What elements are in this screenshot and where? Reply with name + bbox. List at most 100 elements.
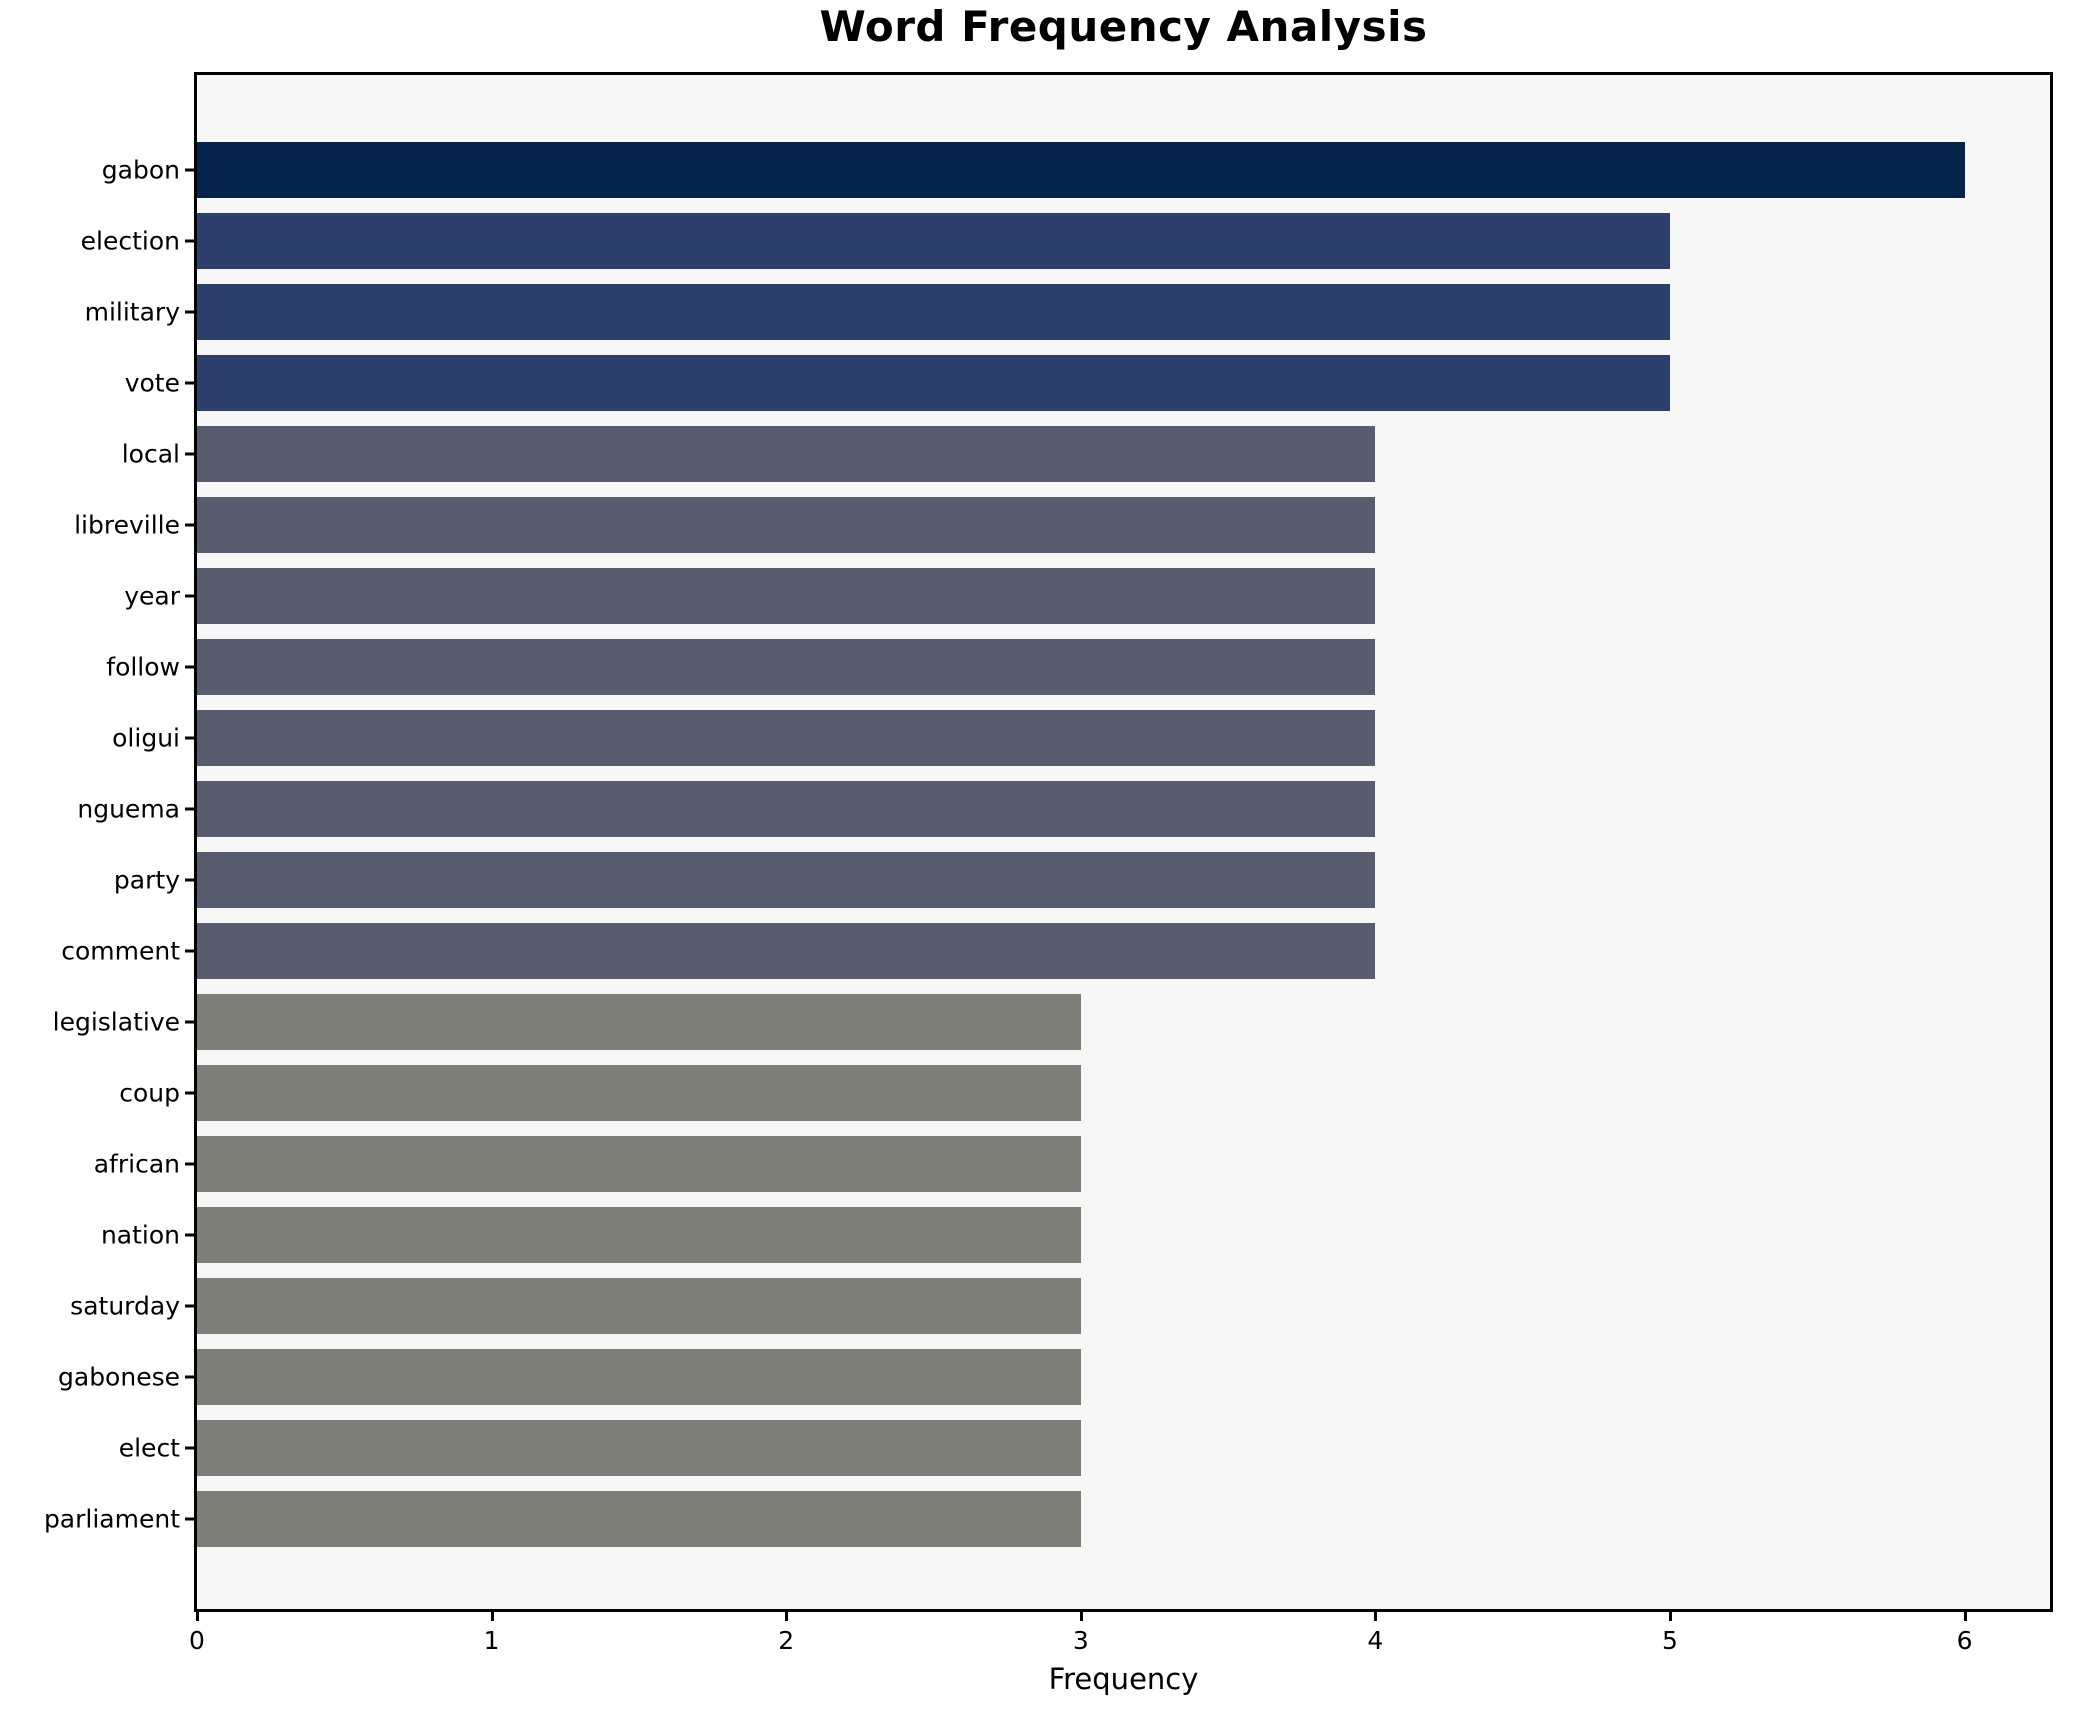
y-tick-label: parliament — [43, 1504, 180, 1534]
x-axis: 0 1 2 3 4 5 6 — [189, 1612, 2050, 1662]
y-tick-mark — [185, 1517, 194, 1521]
bar — [197, 851, 1376, 908]
bar — [197, 567, 1376, 624]
y-tick-mark — [185, 1446, 194, 1450]
y-tick-label: oligui — [112, 723, 180, 753]
y-tick-mark — [185, 168, 194, 172]
bar-row: vote — [125, 347, 2050, 418]
y-tick-mark — [185, 452, 194, 456]
x-tick-mark — [1963, 1612, 1967, 1621]
bar — [197, 141, 1965, 198]
bar-row: military — [85, 276, 2050, 347]
y-tick-label: nation — [100, 1220, 180, 1250]
bar-row: gabonese — [58, 1342, 2050, 1413]
y-tick-mark — [185, 1304, 194, 1308]
y-tick-label: election — [80, 226, 180, 256]
y-tick-mark — [185, 1091, 194, 1095]
x-tick-mark — [196, 1612, 199, 1621]
y-tick-mark — [185, 239, 194, 243]
x-tick-label: 0 — [189, 1626, 205, 1655]
y-tick-mark — [185, 949, 194, 953]
bar — [197, 1065, 1081, 1122]
bar-row: follow — [106, 631, 2050, 702]
bar-rows: gabon election military vote local libreville… — [44, 75, 2050, 1609]
bar-row: nation — [101, 1200, 2050, 1271]
bar-row: comment — [61, 916, 2050, 987]
y-tick-mark — [185, 310, 194, 314]
y-tick-label: legislative — [52, 1007, 180, 1037]
x-tick-mark — [1668, 1612, 1672, 1621]
bar — [197, 1278, 1081, 1335]
y-tick-mark — [185, 878, 194, 882]
bar — [197, 354, 1670, 411]
y-tick-mark — [185, 1020, 194, 1024]
y-tick-label: comment — [61, 936, 180, 966]
bar-row: party — [114, 844, 2050, 915]
chart-title: Word Frequency Analysis — [819, 2, 1428, 51]
bar — [197, 923, 1376, 980]
x-tick-mark — [490, 1612, 494, 1621]
x-tick-mark — [1374, 1612, 1378, 1621]
x-tick-label: 4 — [1367, 1626, 1384, 1655]
y-tick-mark — [185, 1162, 194, 1166]
y-tick-label: nguema — [77, 794, 180, 824]
bar — [197, 1207, 1081, 1264]
y-tick-mark — [185, 665, 194, 669]
bar — [197, 1491, 1081, 1548]
y-tick-mark — [185, 1375, 194, 1379]
bar — [197, 638, 1376, 695]
x-tick-label: 2 — [778, 1626, 795, 1655]
bar — [197, 709, 1376, 766]
bar — [197, 425, 1376, 482]
bar — [197, 1349, 1081, 1406]
y-tick-label: military — [84, 297, 180, 327]
y-tick-mark — [185, 736, 194, 740]
bar-row: elect — [119, 1413, 2050, 1484]
bar — [197, 994, 1081, 1051]
bar-row: oligui — [112, 702, 2050, 773]
plot-area: gabon election military vote local libreville… — [44, 72, 2053, 1612]
x-tick-label: 3 — [1072, 1626, 1089, 1655]
y-tick-label: gabon — [101, 155, 180, 185]
bar-row: african — [94, 1129, 2050, 1200]
y-tick-label: follow — [106, 652, 180, 682]
bar-row: parliament — [44, 1484, 2050, 1555]
y-tick-label: year — [124, 581, 180, 611]
x-tick-mark — [785, 1612, 789, 1621]
y-tick-label: elect — [118, 1433, 180, 1463]
y-tick-label: party — [113, 865, 180, 895]
bar — [197, 780, 1376, 837]
y-tick-mark — [185, 594, 194, 598]
y-tick-label: vote — [124, 368, 180, 398]
bar — [197, 212, 1670, 269]
bar-row: coup — [119, 1058, 2050, 1129]
y-tick-label: libreville — [74, 510, 180, 540]
bar-row: gabon — [102, 134, 2050, 205]
y-tick-label: african — [93, 1149, 180, 1179]
bar-row: legislative — [53, 987, 2050, 1058]
x-tick-label: 1 — [483, 1626, 500, 1655]
bar-row: year — [124, 560, 2050, 631]
x-axis-label: Frequency — [1048, 1662, 1199, 1696]
y-tick-mark — [185, 807, 194, 811]
y-tick-mark — [185, 381, 194, 385]
bar — [197, 283, 1670, 340]
bar-row: election — [81, 205, 2050, 276]
y-tick-label: gabonese — [58, 1362, 180, 1392]
x-tick-label: 5 — [1662, 1626, 1678, 1655]
x-tick-label: 6 — [1956, 1626, 1973, 1655]
bar-row: saturday — [70, 1271, 2050, 1342]
bar — [197, 1136, 1081, 1193]
bar-row: libreville — [74, 489, 2050, 560]
bar — [197, 496, 1376, 553]
bar — [197, 1420, 1081, 1477]
x-tick-mark — [1079, 1612, 1083, 1621]
bar-row: nguema — [77, 773, 2050, 844]
y-tick-mark — [185, 1233, 194, 1237]
bar-row: local — [122, 418, 2050, 489]
y-tick-label: local — [121, 439, 180, 469]
y-tick-label: saturday — [70, 1291, 180, 1321]
y-tick-label: coup — [119, 1078, 180, 1108]
y-tick-mark — [185, 523, 194, 527]
